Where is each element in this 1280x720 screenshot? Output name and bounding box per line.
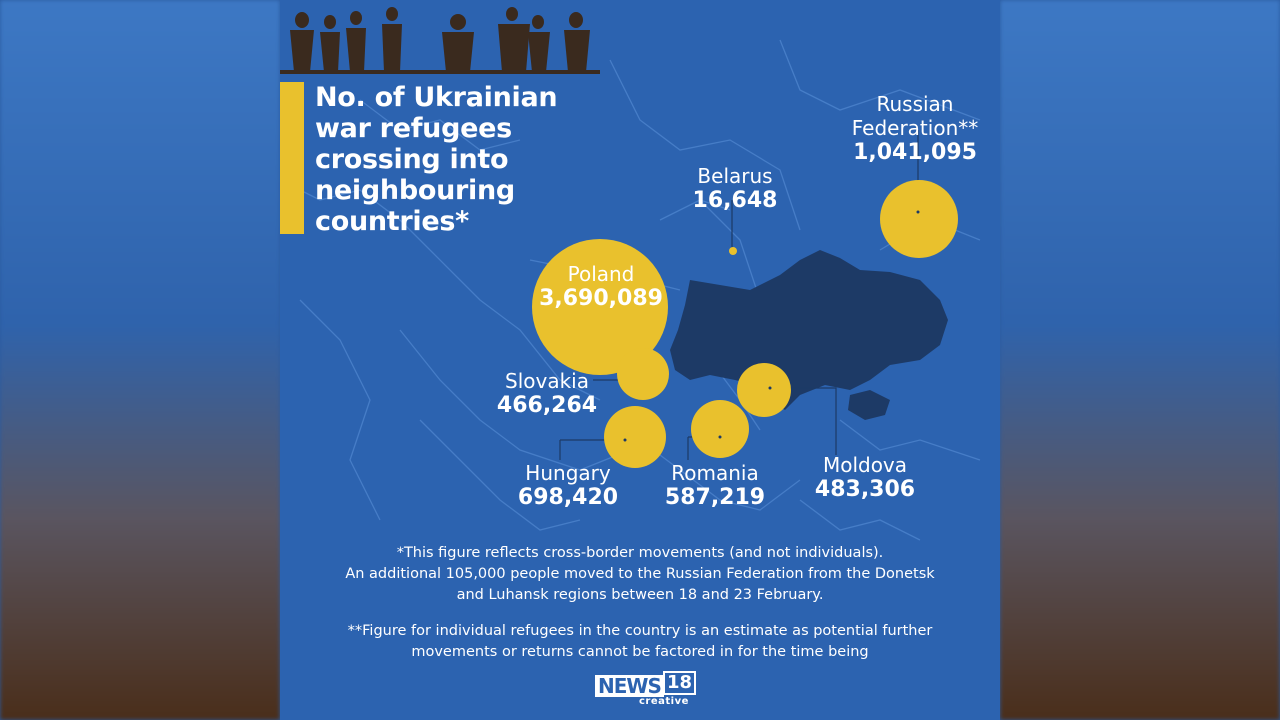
moldova-value: 483,306: [814, 477, 916, 502]
hungary-value: 698,420: [517, 485, 619, 510]
logo-number: 18: [663, 671, 697, 695]
romania-name: Romania: [671, 461, 759, 485]
footnote-1-line2: An additional 105,000 people moved to th…: [345, 566, 935, 582]
poland-value: 3,690,089: [539, 286, 663, 311]
footnote-1-line1: *This figure reflects cross-border movem…: [396, 545, 884, 561]
label-russia: Russian Federation** 1,041,095: [845, 92, 985, 166]
title-accent-bar: [280, 82, 304, 234]
russia-name-line2: Federation**: [851, 116, 979, 140]
bubble-russia: [880, 180, 958, 258]
bubble-slovakia: [617, 348, 669, 400]
bubble-belarus: [729, 247, 737, 255]
logo-brand: NEWS: [595, 675, 664, 697]
russia-value: 1,041,095: [853, 140, 977, 165]
bubble-moldova: [737, 363, 791, 417]
belarus-name: Belarus: [697, 164, 773, 188]
bubble-romania: [691, 400, 749, 458]
label-hungary: Hungary 698,420: [510, 461, 626, 511]
belarus-value: 16,648: [692, 188, 778, 213]
refugee-silhouettes-icon: [280, 7, 600, 74]
page-title: No. of Ukrainian war refugees crossing i…: [315, 82, 558, 237]
label-romania: Romania 587,219: [655, 461, 775, 511]
label-poland: Poland 3,690,089: [528, 262, 674, 312]
hungary-name: Hungary: [525, 461, 611, 485]
footnote-2-line1: **Figure for individual refugees in the …: [347, 623, 933, 639]
blurred-background-left: [0, 0, 280, 720]
slovakia-name: Slovakia: [505, 369, 589, 393]
bubble-poland: [532, 239, 668, 375]
news18-logo: NEWS 18 creative: [595, 671, 697, 713]
infographic-panel: No. of Ukrainian war refugees crossing i…: [280, 0, 1000, 720]
label-belarus: Belarus 16,648: [670, 164, 800, 214]
footnote-2: **Figure for individual refugees in the …: [280, 621, 1000, 663]
poland-name: Poland: [567, 262, 635, 286]
map-graphic: [280, 7, 981, 541]
moldova-name: Moldova: [822, 453, 908, 477]
russia-name-line1: Russian: [876, 92, 954, 116]
footnote-2-line2: movements or returns cannot be factored …: [411, 644, 869, 660]
bubble-hungary: [604, 406, 666, 468]
slovakia-value: 466,264: [496, 393, 598, 418]
romania-value: 587,219: [664, 485, 766, 510]
label-slovakia: Slovakia 466,264: [492, 369, 602, 419]
blurred-background-right: [1000, 0, 1280, 720]
footnote-1-line3: and Luhansk regions between 18 and 23 Fe…: [456, 587, 824, 603]
footnote-1: *This figure reflects cross-border movem…: [280, 543, 1000, 606]
ukraine-shape: [670, 250, 948, 410]
crimea-shape: [848, 390, 890, 420]
label-moldova: Moldova 483,306: [800, 453, 930, 503]
logo-sub: creative: [639, 696, 689, 707]
